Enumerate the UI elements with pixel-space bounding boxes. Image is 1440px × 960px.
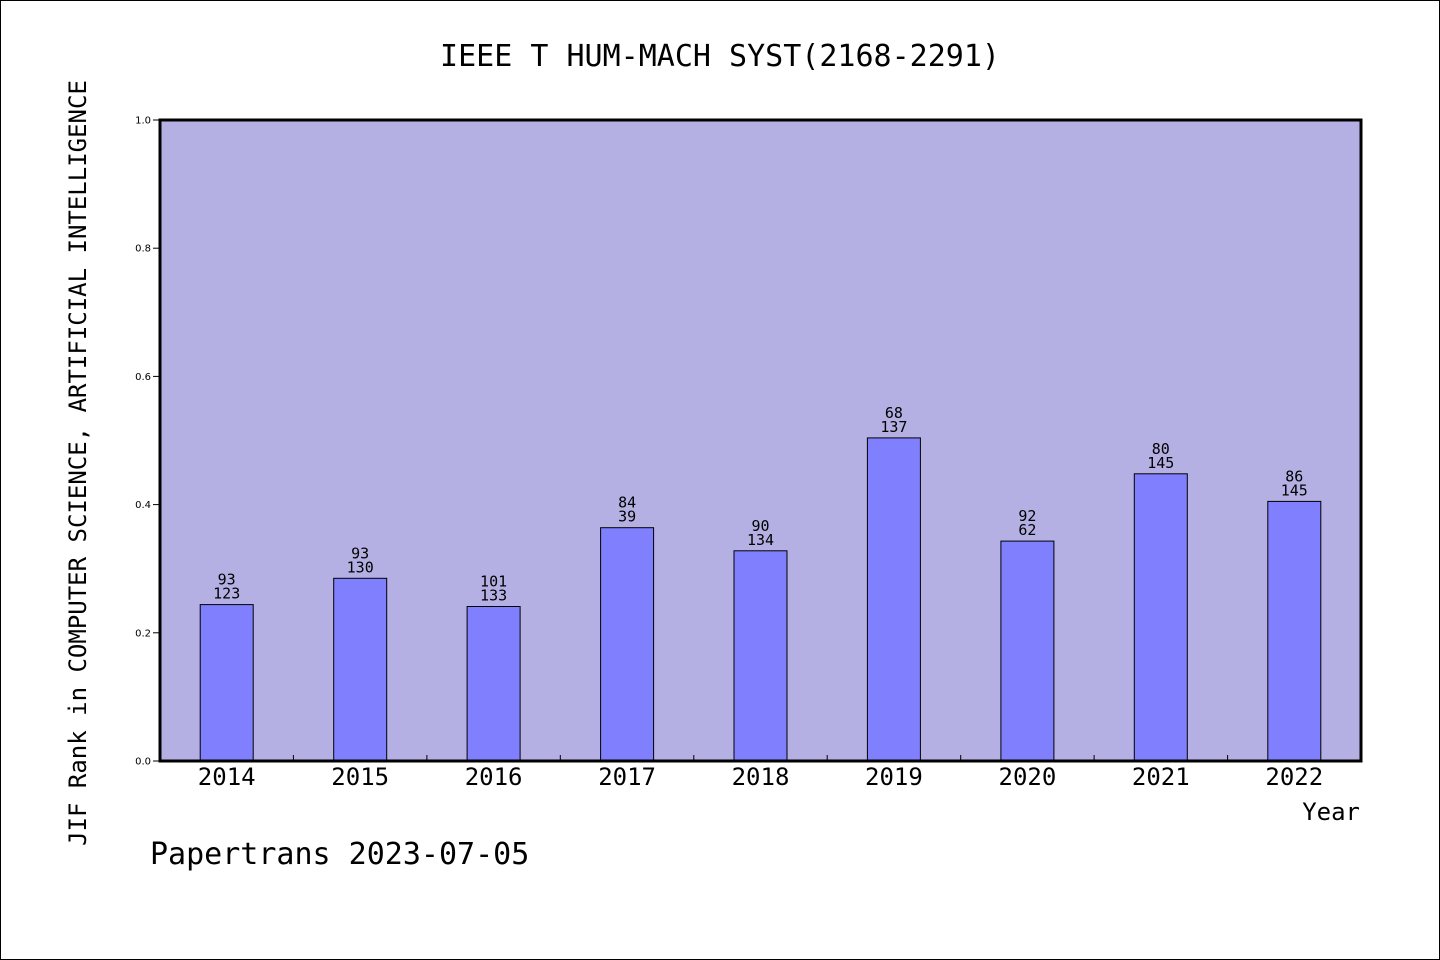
- bar-2019: [866, 437, 921, 762]
- bar-label-top-2018: 90: [751, 517, 769, 535]
- bar-2020: [1000, 540, 1055, 762]
- x-tick-label-2016: 2016: [465, 763, 523, 791]
- y-tick-label-1.0: 1.0: [135, 116, 151, 127]
- y-tick-label-0.2: 0.2: [135, 628, 151, 639]
- bar-label-bottom-2014: 123: [213, 585, 240, 603]
- bar-label-bottom-2015: 130: [347, 558, 374, 576]
- bar-2015: [333, 577, 388, 762]
- bar-2016: [466, 606, 521, 762]
- bar-2017: [600, 527, 655, 762]
- x-tick-label-2022: 2022: [1265, 763, 1323, 791]
- bar-2014: [199, 604, 254, 762]
- bar-label-bottom-2020: 62: [1018, 521, 1036, 539]
- x-tick-label-2017: 2017: [598, 763, 656, 791]
- data-labels: 9312393130101133843990134681379262801458…: [213, 404, 1308, 605]
- bar-label-bottom-2022: 145: [1281, 481, 1308, 499]
- y-tick-label-0.0: 0.0: [135, 757, 151, 768]
- x-tick-label-2020: 2020: [999, 763, 1057, 791]
- chart-title: IEEE T HUM-MACH SYST(2168-2291): [440, 39, 1000, 74]
- bar-label-top-2020: 92: [1018, 507, 1036, 525]
- x-tick-label-2021: 2021: [1132, 763, 1190, 791]
- x-tick-label-2015: 2015: [331, 763, 389, 791]
- bar-label-top-2016: 101: [480, 573, 507, 591]
- bar-label-bottom-2019: 137: [880, 418, 907, 436]
- bar-label-bottom-2021: 145: [1147, 454, 1174, 472]
- bar-2022: [1267, 500, 1322, 762]
- bars: [199, 437, 1322, 762]
- bar-label-top-2021: 80: [1152, 440, 1170, 458]
- bar-label-bottom-2017: 39: [618, 508, 636, 526]
- bar-2018: [733, 550, 788, 762]
- x-tick-label-2019: 2019: [865, 763, 923, 791]
- bar-label-top-2015: 93: [351, 544, 369, 562]
- plot-border: [158, 118, 1363, 763]
- y-tick-label-0.6: 0.6: [135, 372, 151, 383]
- x-tick-label-2018: 2018: [732, 763, 790, 791]
- bar-label-bottom-2016: 133: [480, 587, 507, 605]
- bar-label-top-2017: 84: [618, 494, 636, 512]
- y-tick-label-0.4: 0.4: [135, 500, 151, 511]
- y-tick-label-0.8: 0.8: [135, 244, 151, 255]
- x-tick-label-2014: 2014: [198, 763, 256, 791]
- y-axis-ticks: 0.0 0.2 0.4 0.6 0.8 1.0: [135, 116, 160, 768]
- x-axis-ticks: 2014 2015 2016 2017 2018 2019 2020 2021 2022: [198, 755, 1323, 791]
- x-axis-label: Year: [1302, 798, 1360, 826]
- bar-2021: [1133, 473, 1188, 762]
- bar-label-top-2019: 68: [885, 404, 903, 422]
- bar-label-bottom-2018: 134: [747, 531, 774, 549]
- y-axis-label: JIF Rank in COMPUTER SCIENCE, ARTIFICIAL…: [64, 80, 92, 846]
- bar-label-top-2014: 93: [218, 571, 236, 589]
- footer-date-stamp: Papertrans 2023-07-05: [150, 837, 529, 872]
- bar-label-top-2022: 86: [1285, 467, 1303, 485]
